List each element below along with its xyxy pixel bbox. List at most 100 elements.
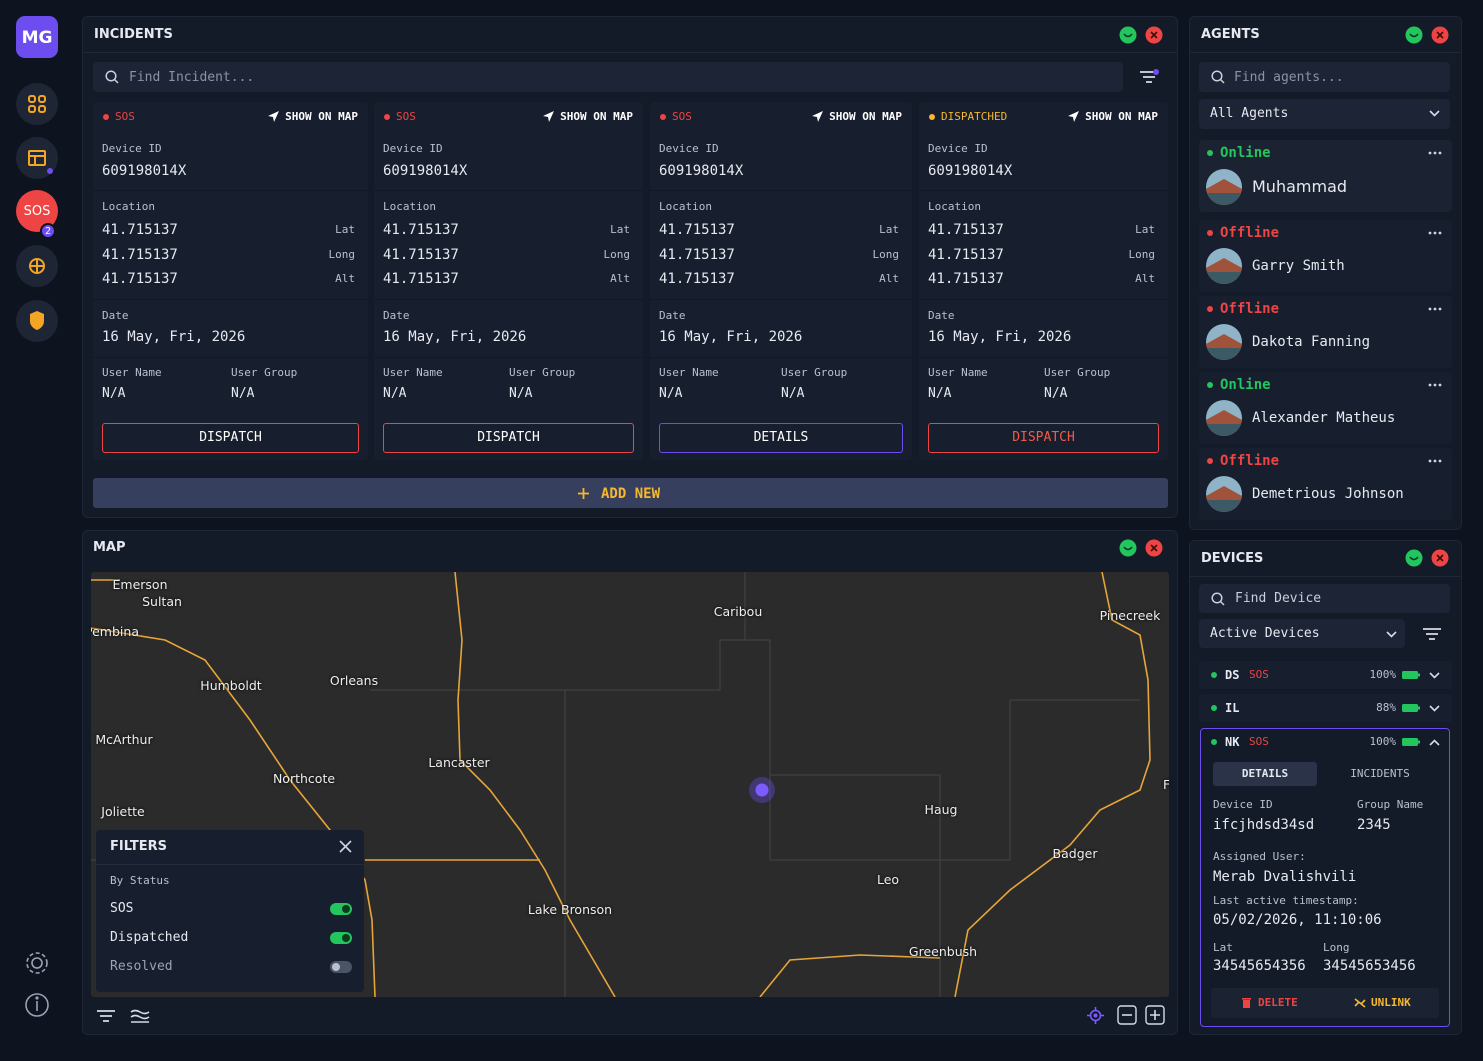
device-id: 609198014X: [659, 163, 744, 179]
coordinate: 41.715137: [928, 247, 1004, 263]
coordinate-label: Lat: [879, 223, 899, 236]
agent-status: Offline: [1220, 453, 1280, 469]
agent-item[interactable]: [1199, 372, 1452, 444]
map-place: Haug: [924, 802, 958, 817]
filter-icon: [1140, 69, 1159, 83]
unlink-button[interactable]: UNLINK: [1371, 996, 1411, 1009]
search-icon: [105, 70, 119, 84]
more-icon: [1428, 307, 1442, 311]
coordinate-label: Alt: [335, 272, 355, 285]
longitude: 34545653456: [1323, 958, 1416, 974]
agent-item[interactable]: [1199, 140, 1452, 212]
panel-divider: [1190, 52, 1461, 53]
search-placeholder: Find Incident...: [129, 70, 255, 85]
card-divider: [374, 190, 643, 191]
date: 16 May, Fri, 2026: [102, 329, 246, 345]
agent-item[interactable]: [1199, 448, 1452, 520]
more-icon: [1428, 459, 1442, 463]
label: Long: [1323, 941, 1350, 954]
filters-title: FILTERS: [110, 839, 167, 854]
sos-badge-count: 2: [44, 226, 52, 237]
map-place: McArthur: [95, 732, 153, 747]
coordinate: 41.715137: [928, 222, 1004, 238]
agent-name: Demetrious Johnson: [1252, 486, 1404, 502]
group-name: 2345: [1357, 817, 1391, 833]
device-id: 609198014X: [928, 163, 1013, 179]
label: Device ID: [1213, 798, 1273, 811]
unlink-icon: [1354, 998, 1366, 1008]
device-filter[interactable]: [1199, 619, 1405, 648]
coordinate-label: Long: [328, 248, 356, 261]
user-name: N/A: [102, 386, 126, 401]
status-dot: [1211, 739, 1217, 745]
chevron: [1429, 739, 1440, 746]
chevron: [1386, 631, 1397, 638]
toggle[interactable]: [330, 961, 352, 973]
date: 16 May, Fri, 2026: [659, 329, 803, 345]
map-place: Emerson: [112, 577, 168, 592]
delete-button[interactable]: DELETE: [1258, 996, 1298, 1009]
user-name: N/A: [383, 386, 407, 401]
agent-item[interactable]: [1199, 296, 1452, 368]
card-divider: [374, 299, 643, 300]
agent-item[interactable]: [1199, 220, 1452, 292]
chevron: [1429, 672, 1440, 679]
coordinate-label: Alt: [610, 272, 630, 285]
label: Date: [102, 309, 129, 322]
card-divider: [93, 299, 368, 300]
action-label: DISPATCH: [1012, 430, 1075, 445]
layers-icon: [130, 1009, 150, 1023]
toggle[interactable]: [330, 903, 352, 915]
map-place: Fosston: [1163, 777, 1169, 792]
agent-status: Online: [1220, 145, 1271, 161]
agent-name: Garry Smith: [1252, 258, 1345, 274]
coordinate: 41.715137: [928, 271, 1004, 287]
action-button[interactable]: [383, 423, 634, 453]
map-place: Lake Bronson: [527, 902, 613, 917]
panel-title: INCIDENTS: [94, 27, 173, 42]
incident-status: SOS: [115, 110, 135, 123]
navigate-icon: [543, 111, 554, 122]
avatar: [1206, 169, 1242, 205]
device-alert: SOS: [1249, 735, 1269, 748]
coordinate-label: Alt: [1135, 272, 1155, 285]
logo: [16, 16, 58, 58]
battery-level: 88%: [1376, 701, 1396, 714]
agent-filter[interactable]: [1199, 99, 1450, 129]
label: Last active timestamp:: [1213, 894, 1359, 907]
toggle[interactable]: [330, 932, 352, 944]
device-id: ifcjhdsd34sd: [1213, 817, 1315, 833]
agent-status: Offline: [1220, 301, 1280, 317]
map-place: Orleans: [329, 673, 379, 688]
action-button[interactable]: [659, 423, 903, 453]
map-place: Joliette: [101, 804, 145, 819]
add-new-button[interactable]: [93, 478, 1168, 508]
coordinate-label: Long: [603, 248, 631, 261]
incident-status: SOS: [672, 110, 692, 123]
incident-card: [374, 102, 643, 460]
label: User Group: [509, 366, 576, 379]
more-icon: [1428, 151, 1442, 155]
status-dot: [660, 114, 666, 120]
label: Location: [659, 200, 712, 213]
device-id: 609198014X: [102, 163, 187, 179]
minimize-button: [1119, 539, 1137, 557]
label: Assigned User:: [1213, 850, 1306, 863]
avatar: [1206, 248, 1242, 284]
incident-card: [650, 102, 912, 460]
battery-icon: [1402, 671, 1420, 679]
card-divider: [650, 299, 912, 300]
close-filters: [339, 840, 352, 853]
label: User Name: [383, 366, 443, 379]
status-dot: [1207, 306, 1213, 312]
label: Location: [383, 200, 436, 213]
device-alert: SOS: [1249, 668, 1269, 681]
chevron: [1429, 705, 1440, 712]
minimize-button: [1119, 26, 1137, 44]
tab-active[interactable]: [1213, 762, 1317, 786]
filter-icon: [1423, 628, 1441, 640]
battery-level: 100%: [1369, 668, 1397, 681]
action-button[interactable]: [928, 423, 1159, 453]
sos-text: SOS: [23, 204, 51, 219]
action-button[interactable]: [102, 423, 359, 453]
